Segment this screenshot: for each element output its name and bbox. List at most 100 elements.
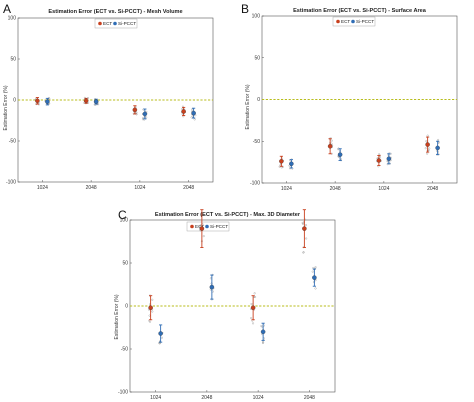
si-pcct-mean-point bbox=[435, 145, 440, 151]
panel-letter-b: B bbox=[241, 2, 249, 16]
ect-observation-point bbox=[424, 147, 427, 150]
ect-mean-point bbox=[199, 226, 205, 231]
si-pcct-mean-point bbox=[337, 152, 343, 157]
ect-mean-point bbox=[35, 98, 40, 104]
ect-observation-point bbox=[301, 222, 304, 225]
ect-observation-point bbox=[426, 134, 429, 137]
legend-ect-marker bbox=[190, 224, 194, 229]
legend-ect-marker bbox=[336, 19, 340, 24]
ect-observation-point bbox=[149, 320, 152, 323]
legend-si-pcct-label: Si-PCCT bbox=[118, 21, 136, 26]
y-tick-label: 100 bbox=[8, 16, 17, 22]
si-pcct-observation-point bbox=[337, 148, 340, 151]
ect-mean-point bbox=[83, 98, 89, 104]
y-tick-label: -50 bbox=[121, 347, 128, 353]
ect-mean-point bbox=[132, 107, 138, 113]
chart-ticks: -100 -50 0 50 100 1024 2048 1024 2048 bbox=[6, 16, 194, 191]
legend-si-pcct-marker bbox=[351, 19, 355, 24]
y-axis-label: Estimation Error (%) bbox=[245, 84, 251, 129]
y-tick-label: 50 bbox=[254, 55, 260, 61]
si-pcct-observation-point bbox=[437, 138, 440, 141]
ect-observation-point bbox=[425, 140, 428, 143]
si-pcct-mean-point bbox=[386, 156, 392, 162]
x-tick-label: 2048 bbox=[201, 395, 212, 401]
ect-observation-point bbox=[305, 237, 308, 240]
ect-observation-point bbox=[302, 251, 305, 254]
x-tick-label: 2048 bbox=[86, 185, 97, 191]
ect-observation-point bbox=[252, 322, 255, 325]
legend-si-pcct-label: Si-PCCT bbox=[356, 19, 374, 24]
x-tick-label: 1024 bbox=[253, 395, 264, 401]
si-pcct-observation-point bbox=[142, 117, 145, 120]
chart-surface-area: Estimation Error (ECT vs. Si-PCCT) - Sur… bbox=[245, 8, 458, 192]
si-pcct-mean-point bbox=[289, 161, 294, 167]
chart-legend: ECT Si-PCCT bbox=[186, 221, 230, 232]
ect-mean-point bbox=[302, 226, 307, 231]
ect-observation-point bbox=[181, 107, 184, 110]
chart-title: Estimation Error (ECT vs. Si-PCCT) - Sur… bbox=[293, 8, 427, 14]
x-tick-label: 2048 bbox=[183, 185, 194, 191]
si-pcct-mean-point bbox=[93, 99, 99, 104]
ect-mean-point bbox=[250, 305, 256, 310]
si-pcct-observation-point bbox=[190, 116, 193, 119]
chart-ticks: -100 -50 0 50 100 1024 2048 1024 2048 bbox=[250, 14, 438, 192]
y-tick-label: 50 bbox=[10, 57, 16, 63]
si-pcct-mean-point bbox=[312, 275, 317, 280]
legend-ect-label: ECT bbox=[341, 19, 350, 24]
si-pcct-mean-point bbox=[158, 331, 163, 336]
x-tick-label: 1024 bbox=[378, 186, 389, 192]
y-tick-label: -100 bbox=[6, 180, 16, 186]
chart-marks bbox=[147, 209, 317, 345]
si-pcct-observation-point bbox=[193, 118, 196, 121]
chart-title: Estimation Error (ECT vs. Si-PCCT) - Mes… bbox=[48, 9, 182, 15]
ect-mean-point bbox=[181, 109, 186, 114]
ect-observation-point bbox=[426, 152, 429, 155]
ect-observation-point bbox=[135, 111, 138, 114]
x-tick-label: 1024 bbox=[150, 395, 161, 401]
chart-mesh-volume: Estimation Error (ECT vs. Si-PCCT) - Mes… bbox=[3, 9, 214, 191]
chart-legend: ECT Si-PCCT bbox=[332, 16, 376, 27]
x-tick-label: 2048 bbox=[304, 395, 315, 401]
y-tick-label: 50 bbox=[122, 261, 128, 267]
y-tick-label: 0 bbox=[257, 97, 260, 103]
si-pcct-mean-point bbox=[260, 329, 266, 335]
ect-observation-point bbox=[302, 251, 305, 254]
si-pcct-observation-point bbox=[314, 287, 317, 290]
ect-observation-point bbox=[151, 310, 154, 313]
legend-ect-label: ECT bbox=[103, 21, 112, 26]
si-pcct-observation-point bbox=[191, 108, 194, 111]
ect-mean-point bbox=[425, 142, 430, 147]
si-pcct-observation-point bbox=[160, 336, 163, 339]
y-tick-label: -100 bbox=[118, 390, 128, 396]
x-tick-label: 1024 bbox=[37, 185, 48, 191]
y-tick-label: 100 bbox=[120, 218, 129, 224]
x-tick-label: 1024 bbox=[134, 185, 145, 191]
chart-legend: ECT Si-PCCT bbox=[94, 18, 138, 29]
legend-ect-label: ECT bbox=[195, 224, 204, 229]
legend-si-pcct-label: Si-PCCT bbox=[210, 224, 228, 229]
ect-observation-point bbox=[250, 302, 253, 305]
ect-observation-point bbox=[202, 235, 205, 238]
ect-observation-point bbox=[305, 224, 308, 227]
si-pcct-mean-point bbox=[209, 284, 215, 290]
ect-mean-point bbox=[376, 158, 382, 163]
y-tick-label: 0 bbox=[13, 98, 16, 104]
ect-observation-point bbox=[428, 147, 431, 150]
si-pcct-mean-point bbox=[191, 110, 196, 116]
ect-mean-point bbox=[148, 305, 153, 310]
si-pcct-mean-point bbox=[45, 99, 50, 104]
legend-si-pcct-marker bbox=[205, 224, 209, 229]
y-tick-label: -50 bbox=[9, 139, 16, 145]
y-axis-label: Estimation Error (%) bbox=[114, 294, 120, 339]
si-pcct-mean-point bbox=[142, 111, 148, 117]
y-tick-label: 100 bbox=[252, 14, 261, 20]
chart-marks bbox=[278, 134, 440, 170]
chart-marks bbox=[34, 96, 197, 121]
ect-observation-point bbox=[253, 292, 256, 295]
y-axis-label: Estimation Error (%) bbox=[3, 85, 9, 130]
chart-title: Estimation Error (ECT vs. Si-PCCT) - Max… bbox=[155, 212, 301, 218]
ect-observation-point bbox=[148, 314, 151, 317]
ect-observation-point bbox=[330, 142, 333, 145]
x-tick-label: 1024 bbox=[281, 186, 292, 192]
